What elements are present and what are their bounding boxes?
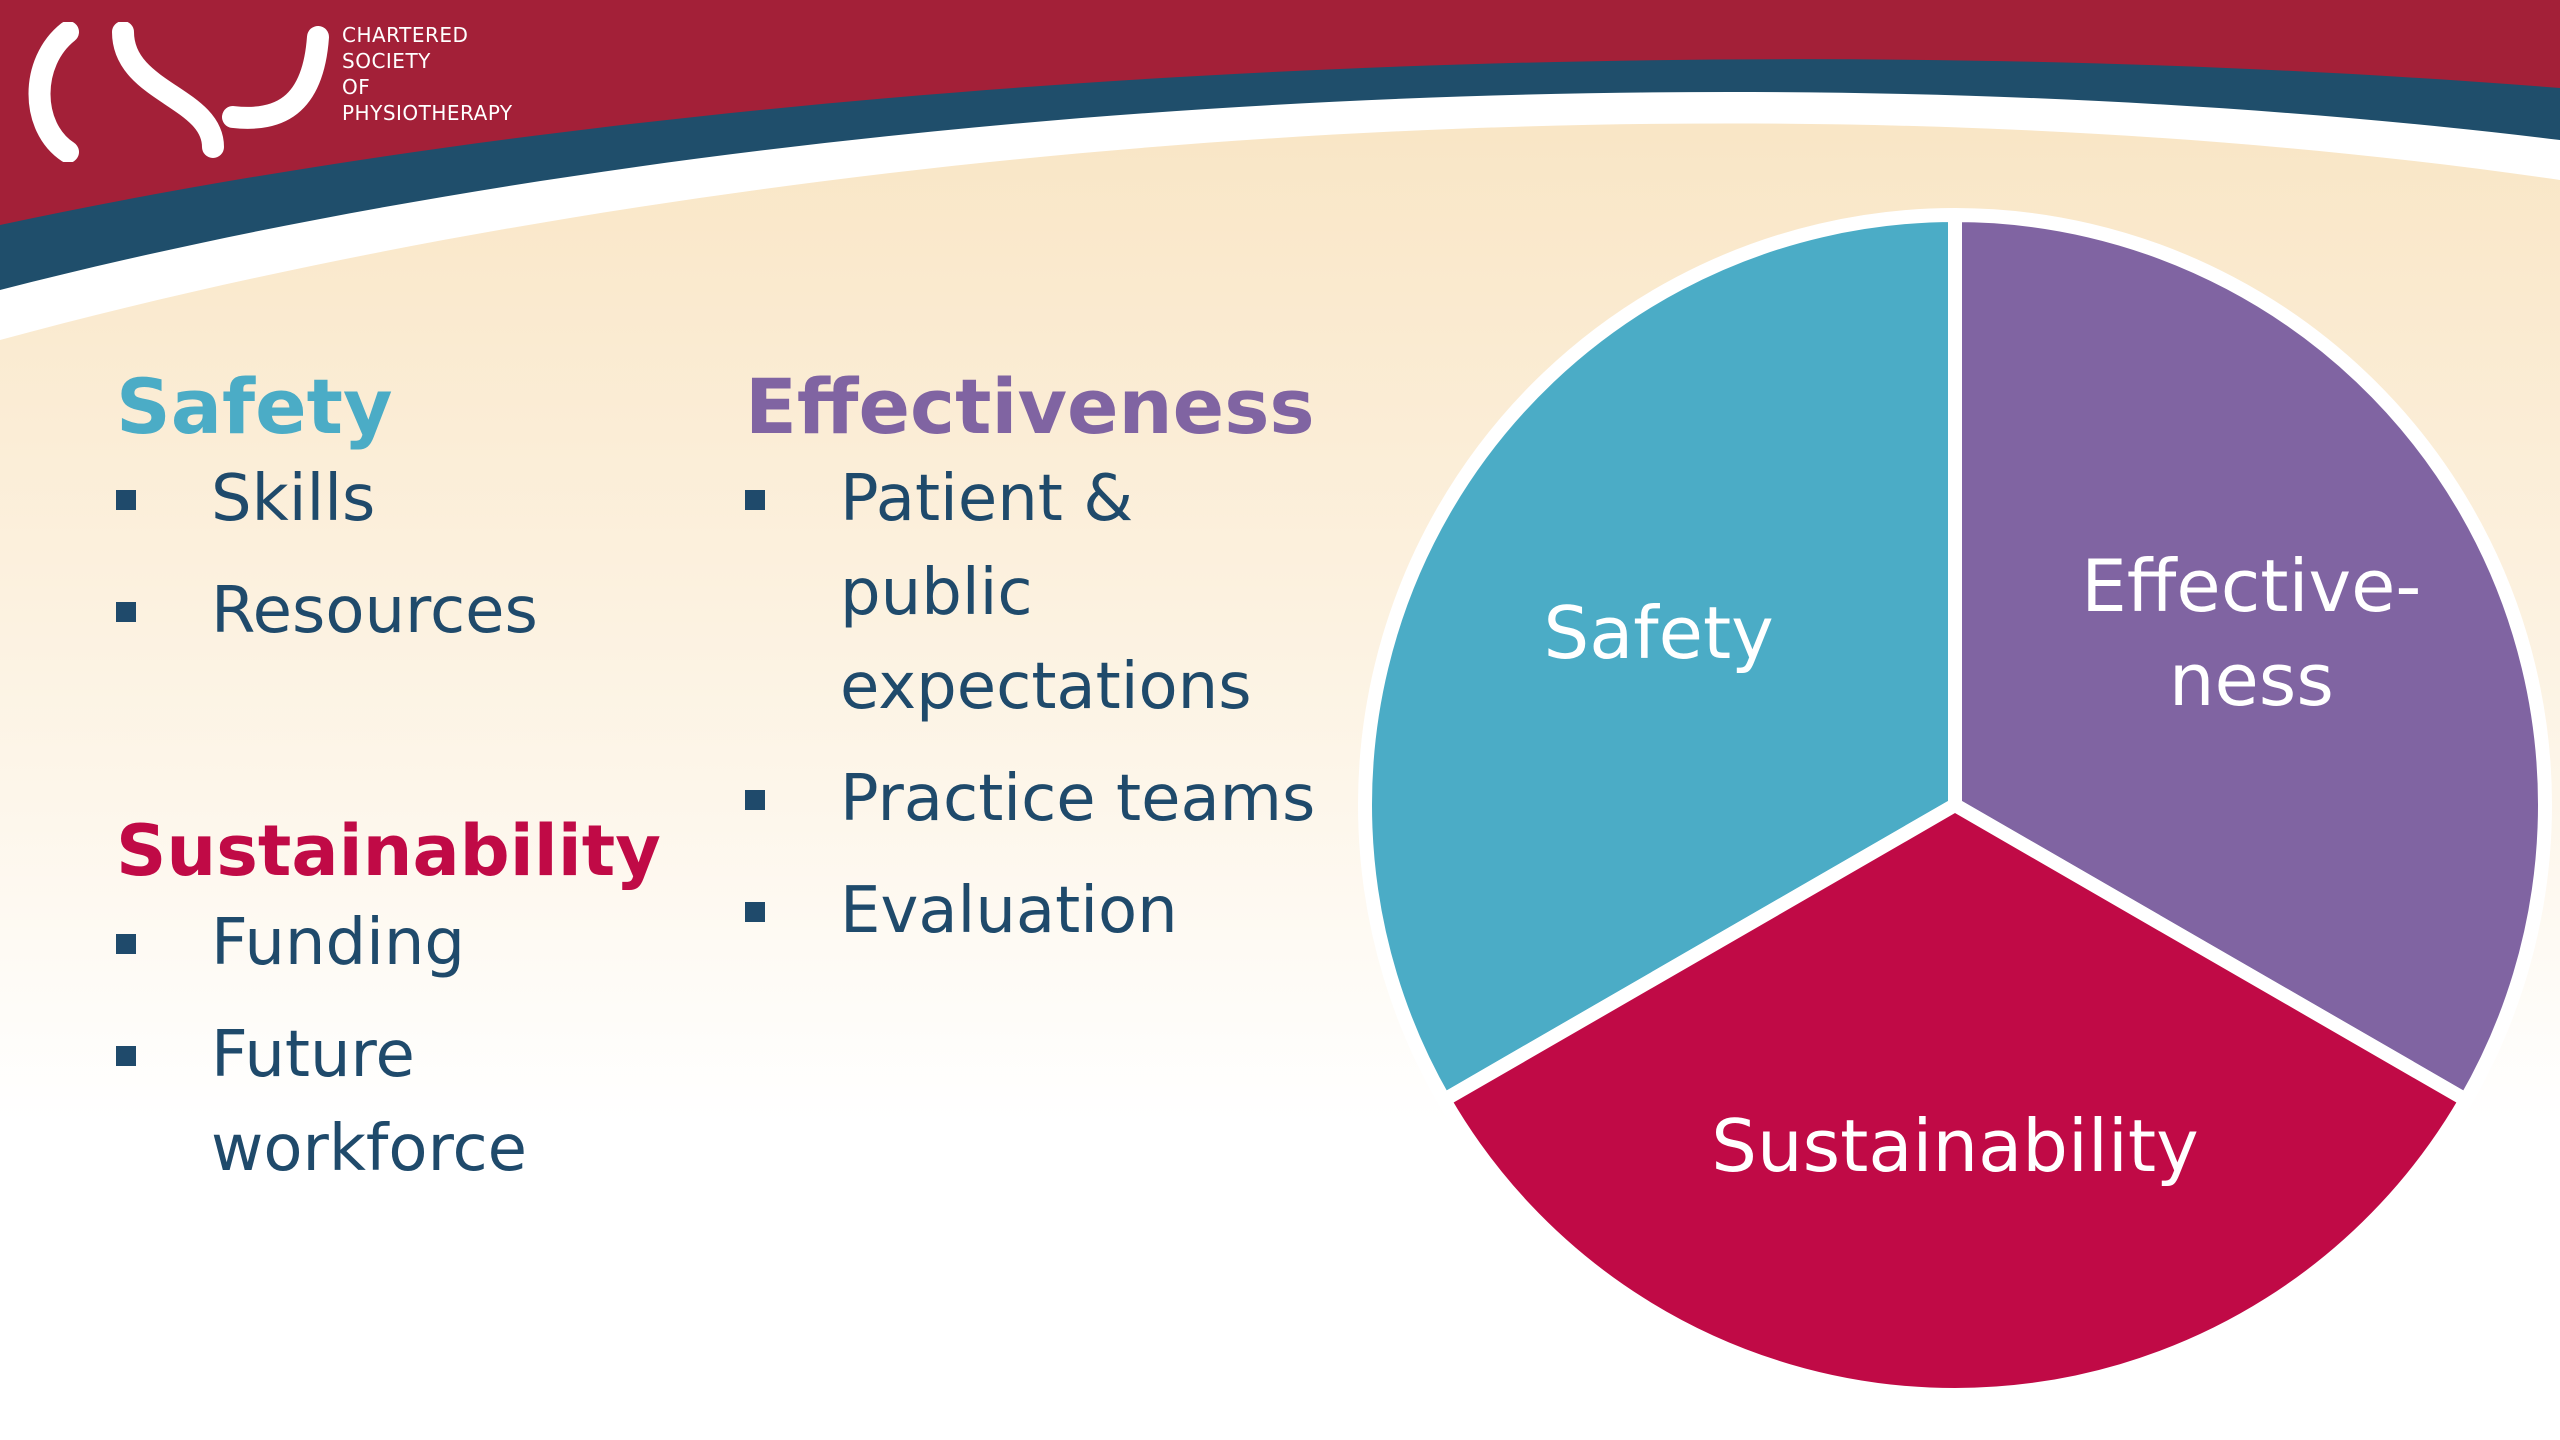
list-item: Future workforce	[116, 1008, 731, 1196]
list-item: Skills	[116, 452, 538, 546]
pie-slice-safety	[1358, 208, 1962, 1107]
safety-heading: Safety	[116, 362, 393, 451]
effectiveness-column: Effectiveness Patient & public expectati…	[745, 362, 1420, 958]
list-item-text: Future workforce	[211, 1018, 528, 1186]
pie-slice-sustainability	[1437, 798, 2473, 1402]
effectiveness-heading: Effectiveness	[745, 362, 1315, 451]
square-bullet-icon	[745, 490, 765, 510]
pie-label: Effective-ness	[2081, 544, 2421, 722]
logo-line: OF	[342, 75, 371, 99]
list-item: Patient & public expectations	[745, 452, 1420, 734]
pie-label-line: Sustainability	[1711, 1104, 2199, 1188]
pie-label: Safety	[1543, 591, 1773, 675]
sustainability-heading: Sustainability	[116, 810, 661, 892]
list-item: Practice teams	[745, 752, 1420, 846]
logo-line: CHARTERED	[342, 23, 469, 47]
list-item-text: Skills	[211, 462, 376, 536]
square-bullet-icon	[116, 602, 136, 622]
square-bullet-icon	[745, 902, 765, 922]
list-item-text: Evaluation	[840, 874, 1178, 948]
pie-label-line: Effective-	[2081, 544, 2421, 628]
list-item-text: Practice teams	[840, 762, 1316, 836]
csp-logo-text: CHARTERED SOCIETY OF PHYSIOTHERAPY	[342, 22, 513, 126]
pie-label-line: Safety	[1543, 591, 1773, 675]
pie-slice-effective-ness	[1948, 208, 2552, 1107]
square-bullet-icon	[116, 490, 136, 510]
sustainability-column: Sustainability Funding Future workforce	[116, 806, 731, 1196]
header-red-band	[0, 0, 2560, 225]
pie-slices	[1358, 208, 2552, 1402]
logo-line: SOCIETY	[342, 49, 431, 73]
square-bullet-icon	[116, 1046, 136, 1066]
logo-line: PHYSIOTHERAPY	[342, 101, 513, 125]
square-bullet-icon	[116, 934, 136, 954]
effectiveness-list: Patient & public expectations Practice t…	[745, 452, 1420, 958]
pie-labels: Safety Effective-ness Sustainability	[1543, 544, 2421, 1188]
list-item-text: Funding	[211, 906, 466, 980]
header-banner	[0, 0, 2560, 340]
list-item: Funding	[116, 896, 731, 990]
pie-label: Sustainability	[1711, 1104, 2199, 1188]
list-item: Resources	[116, 564, 538, 658]
list-item-text: Patient & public expectations	[840, 462, 1252, 724]
safety-column: Safety Skills Resources	[116, 362, 538, 658]
square-bullet-icon	[745, 790, 765, 810]
sustainability-list: Funding Future workforce	[116, 896, 731, 1196]
list-item: Evaluation	[745, 864, 1420, 958]
pie-label-line: ness	[2169, 638, 2334, 722]
csp-logo-mark-icon	[28, 22, 329, 162]
pie-chart: Safety Effective-ness Sustainability	[1358, 208, 2552, 1402]
safety-list: Skills Resources	[116, 452, 538, 658]
list-item-text: Resources	[211, 574, 538, 648]
